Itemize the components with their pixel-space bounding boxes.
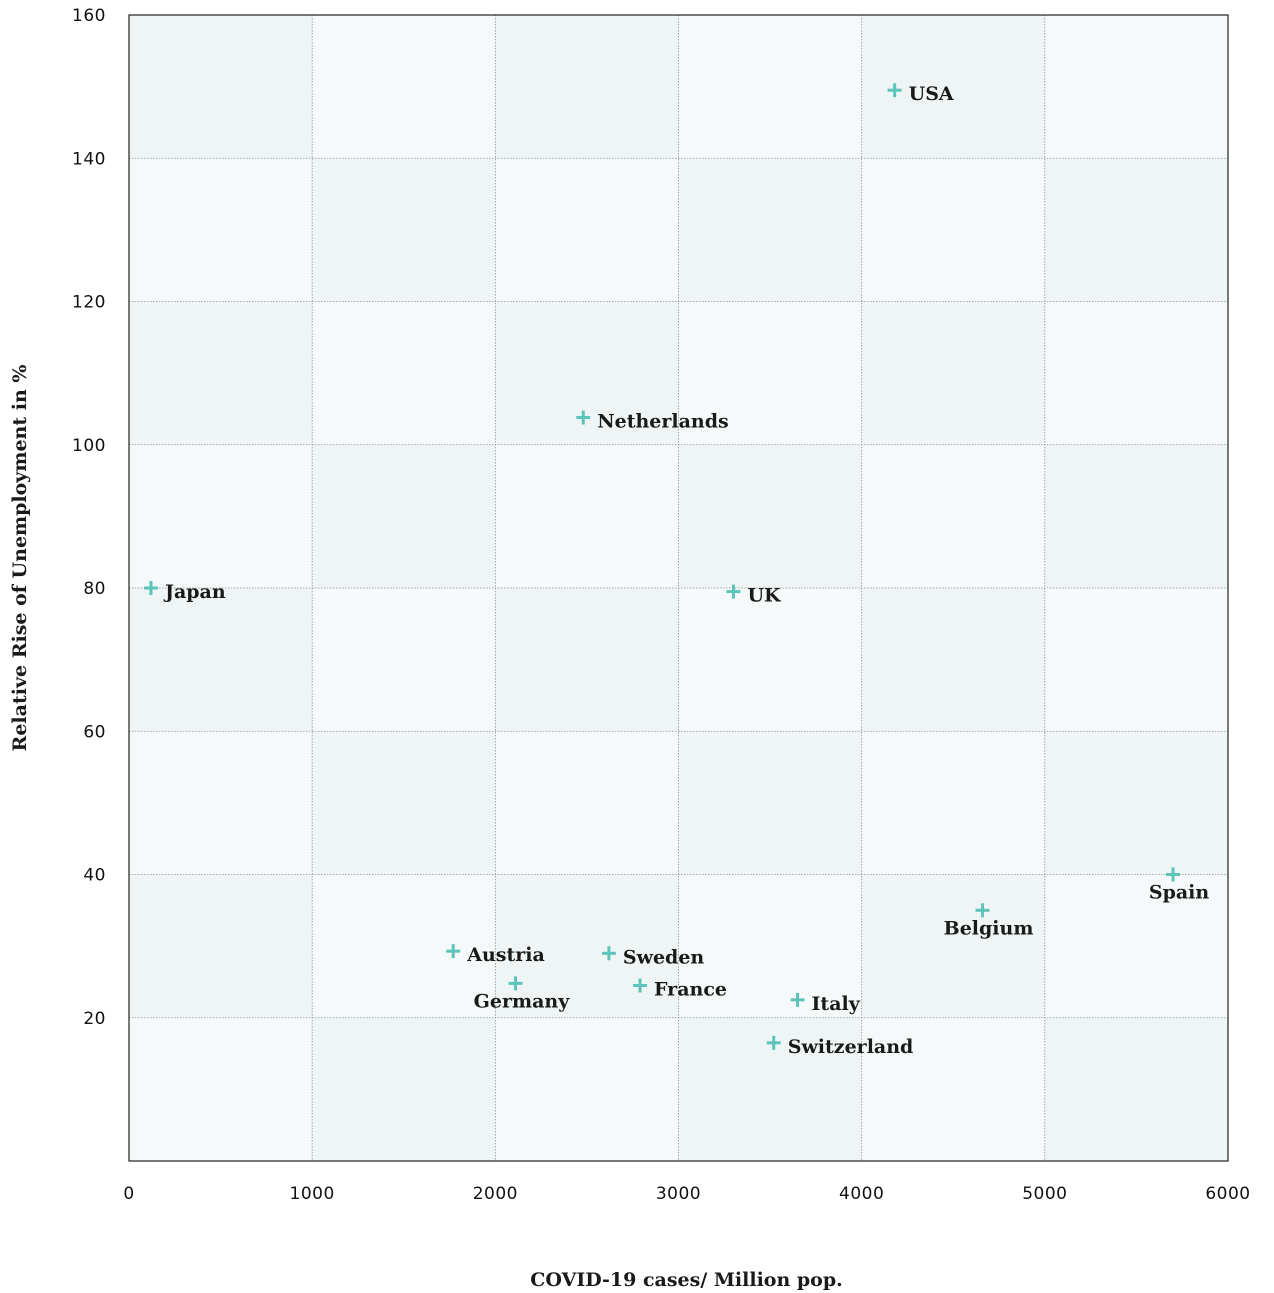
background-cell [312, 158, 496, 302]
grid-lines [129, 15, 1228, 1161]
background-cell [1044, 1017, 1228, 1161]
x-tick-label: 2000 [473, 1184, 518, 1204]
plot-frame [128, 14, 1229, 1162]
background-cell [129, 15, 313, 159]
background-cell [312, 1017, 496, 1161]
y-tick-label: 20 [83, 1009, 106, 1029]
y-tick-label: 80 [83, 579, 106, 599]
x-tick-label: 1000 [290, 1184, 335, 1204]
data-point: Netherlands [576, 410, 729, 433]
background-cell [129, 588, 313, 732]
background-cell [861, 874, 1045, 1018]
background-cell [495, 301, 679, 445]
background-cell [129, 301, 313, 445]
data-point: Germany [474, 976, 571, 1012]
x-tick-label: 0 [123, 1184, 134, 1204]
x-tick-label: 4000 [839, 1184, 884, 1204]
point-label: Belgium [944, 917, 1034, 939]
background-cell [495, 588, 679, 732]
background-cell [861, 301, 1045, 445]
point-label: USA [909, 83, 954, 105]
data-point: Spain [1149, 867, 1210, 904]
point-label: Netherlands [597, 411, 728, 433]
point-label: France [654, 979, 727, 1001]
x-axis-ticks: 0 1000 2000 3000 4000 5000 6000 [123, 1184, 1250, 1204]
background-cell [129, 874, 313, 1018]
point-label: Japan [163, 581, 226, 603]
y-axis-ticks: 20 40 60 80 100 120 140 160 [72, 6, 106, 1029]
background-cell [678, 444, 862, 588]
background-cell [312, 731, 496, 875]
y-tick-label: 100 [72, 436, 106, 456]
data-point: France [633, 978, 727, 1001]
x-tick-label: 5000 [1022, 1184, 1067, 1204]
point-label: Austria [466, 944, 545, 966]
background-cell [1044, 158, 1228, 302]
data-point: Sweden [601, 946, 705, 968]
data-points: USA Netherlands Japan UK Spain Belgium Austria… [143, 83, 1210, 1058]
background-cell [861, 15, 1045, 159]
background-cell [495, 15, 679, 159]
point-label: UK [747, 585, 782, 607]
data-point: Italy [790, 992, 861, 1015]
point-label: Italy [812, 993, 861, 1015]
data-point: Japan [143, 581, 226, 603]
y-tick-label: 120 [72, 293, 106, 313]
x-tick-label: 6000 [1205, 1184, 1250, 1204]
y-tick-label: 40 [83, 866, 106, 886]
data-point: Austria [446, 944, 545, 966]
data-point: Switzerland [766, 1035, 914, 1058]
y-tick-label: 160 [72, 6, 106, 26]
x-tick-label: 3000 [656, 1184, 701, 1204]
y-tick-label: 60 [83, 722, 106, 742]
data-point: Belgium [944, 903, 1034, 939]
background-cell [312, 444, 496, 588]
data-point: USA [887, 83, 954, 105]
background-cell [861, 588, 1045, 732]
background-cell [1044, 731, 1228, 875]
background-cell [1044, 444, 1228, 588]
point-label: Switzerland [788, 1036, 914, 1058]
point-label: Germany [474, 990, 571, 1012]
background-cell [678, 158, 862, 302]
data-point: UK [726, 584, 782, 607]
x-axis-title: COVID-19 cases/ Million pop. [530, 1269, 843, 1291]
background-cell [495, 874, 679, 1018]
point-label: Spain [1149, 882, 1210, 904]
point-label: Sweden [623, 946, 705, 968]
y-tick-label: 140 [72, 149, 106, 169]
background-cell [678, 731, 862, 875]
y-axis-title: Relative Rise of Unemployment in % [9, 365, 31, 752]
